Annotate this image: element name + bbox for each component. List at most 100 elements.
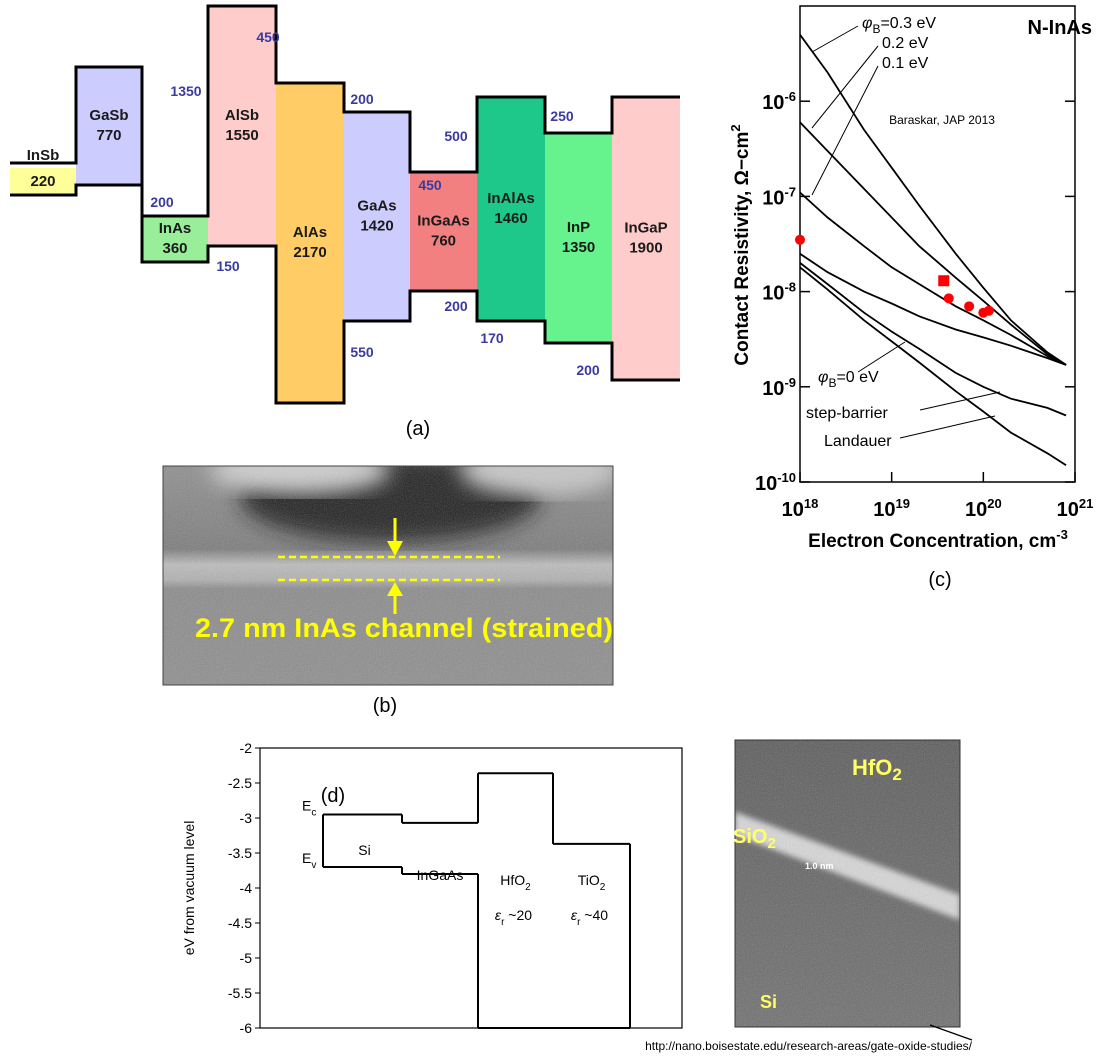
- material-name: GaSb: [89, 107, 128, 124]
- band-gap: 1420: [360, 218, 393, 235]
- curve: [800, 263, 1066, 416]
- subscript: 2: [892, 765, 901, 784]
- text-part: InGaAs: [417, 867, 464, 883]
- superscript: 19: [896, 496, 910, 511]
- symbol: φ: [818, 369, 828, 386]
- band-gap: 1350: [562, 239, 595, 256]
- text-part: ~40: [580, 907, 608, 923]
- band-offset: 200: [576, 362, 600, 378]
- text-part: 0.2 eV: [882, 35, 929, 52]
- caption: (a): [406, 418, 430, 440]
- band-offset: 200: [444, 298, 468, 314]
- y-tick-label: -4: [240, 880, 253, 896]
- curve-label: Landauer: [824, 433, 892, 450]
- material-name: InAlAs: [487, 190, 535, 207]
- band-gap: 1460: [494, 210, 527, 227]
- annotation: Baraskar, JAP 2013: [889, 113, 995, 127]
- category-label: InGaAs: [417, 867, 464, 883]
- curve: [800, 122, 1066, 365]
- text-part: Contact Resistivity, Ω−cm: [732, 132, 753, 366]
- band-offset: 170: [480, 330, 504, 346]
- figure: 2.7 nm InAs channel (strained) (b) InSb2…: [0, 0, 1102, 1059]
- page: { "panel_a": { "caption": "(a)", "blocks…: [0, 0, 1102, 1059]
- curve-label: φB=0 eV: [818, 369, 879, 390]
- tem-label: 2.7 nm InAs channel (strained): [195, 613, 613, 643]
- material-name: InAs: [159, 220, 192, 237]
- leader-line: [900, 416, 995, 438]
- band-offset: 250: [550, 108, 574, 124]
- tem-noise: [735, 740, 960, 1027]
- text-part: 10: [762, 378, 784, 400]
- y-tick-label: -2.5: [228, 775, 252, 791]
- superscript: -10: [777, 470, 796, 485]
- text-part: Si: [358, 842, 370, 858]
- band-offset: 200: [350, 91, 374, 107]
- superscript: -7: [784, 184, 796, 199]
- material-name: AlSb: [225, 107, 259, 124]
- superscript: 20: [987, 496, 1001, 511]
- text-part: 0.1 eV: [882, 55, 929, 72]
- material-name: InSb: [27, 147, 60, 164]
- superscript: -3: [1056, 527, 1068, 542]
- material-name: InGaP: [624, 220, 667, 237]
- curve-label: 0.2 eV: [882, 35, 929, 52]
- superscript: -6: [784, 89, 796, 104]
- band-offset: 200: [150, 194, 174, 210]
- x-tick-label: 1019: [873, 496, 910, 521]
- leader-line: [812, 26, 858, 52]
- band-gap: 770: [96, 127, 121, 144]
- caption: (c): [928, 569, 951, 591]
- category-label: HfO2: [500, 872, 531, 893]
- y-tick-label: -6: [240, 1020, 253, 1036]
- text-part: step-barrier: [806, 405, 888, 422]
- tem-label: 1.0 nm: [805, 861, 834, 871]
- tem-label: Si: [760, 992, 777, 1012]
- text-part: Electron Concentration, cm: [808, 531, 1056, 552]
- y-tick-label: -5.5: [228, 985, 252, 1001]
- y-tick-label: -3: [240, 810, 253, 826]
- permittivity-label: εr ~20: [495, 907, 532, 928]
- text-part: E: [302, 850, 311, 866]
- leader-line: [858, 342, 905, 372]
- curve-label: φB=0.3 eV: [862, 15, 936, 36]
- text-part: Si: [760, 992, 777, 1012]
- text-part: 10: [762, 283, 784, 305]
- text-part: 1.0 nm: [805, 861, 834, 871]
- text-part: 10: [762, 187, 784, 209]
- x-axis-label: Electron Concentration, cm-3: [808, 527, 1068, 552]
- curve-label: step-barrier: [806, 405, 888, 422]
- text-part: Landauer: [824, 433, 892, 450]
- subscript: 2: [525, 882, 531, 893]
- text-part: 10: [873, 499, 895, 521]
- text-part: 10: [782, 499, 804, 521]
- text-part: 10: [762, 92, 784, 114]
- text-part: =0.3 eV: [880, 15, 936, 32]
- data-point: [944, 293, 954, 303]
- band-offset: 150: [216, 258, 240, 274]
- band-edge-label: Ec: [302, 798, 316, 819]
- material-name: InGaAs: [417, 213, 470, 230]
- x-tick-label: 1020: [965, 496, 1002, 521]
- data-point: [795, 235, 805, 245]
- y-axis-label: eV from vacuum level: [181, 821, 197, 956]
- y-tick-label: 10-10: [755, 470, 796, 495]
- material-block: [545, 133, 612, 343]
- data-point: [964, 301, 974, 311]
- material-name: AlAs: [293, 224, 327, 241]
- text-part: E: [302, 798, 311, 814]
- band-offset: 450: [256, 29, 280, 45]
- leader-line: [812, 46, 878, 128]
- symbol: φ: [862, 15, 872, 32]
- text-part: HfO: [500, 872, 525, 888]
- data-point: [984, 306, 994, 316]
- curve: [800, 35, 1066, 365]
- band-offset: 500: [444, 128, 468, 144]
- text-part: 10: [965, 499, 987, 521]
- leader-line: [812, 66, 878, 195]
- subscript: B: [872, 22, 880, 36]
- text-part: SiO: [733, 826, 767, 848]
- text-part: 10: [1057, 499, 1079, 521]
- y-tick-label: -5: [240, 950, 253, 966]
- y-tick-label: -2: [240, 740, 253, 756]
- band-gap: 360: [162, 240, 187, 257]
